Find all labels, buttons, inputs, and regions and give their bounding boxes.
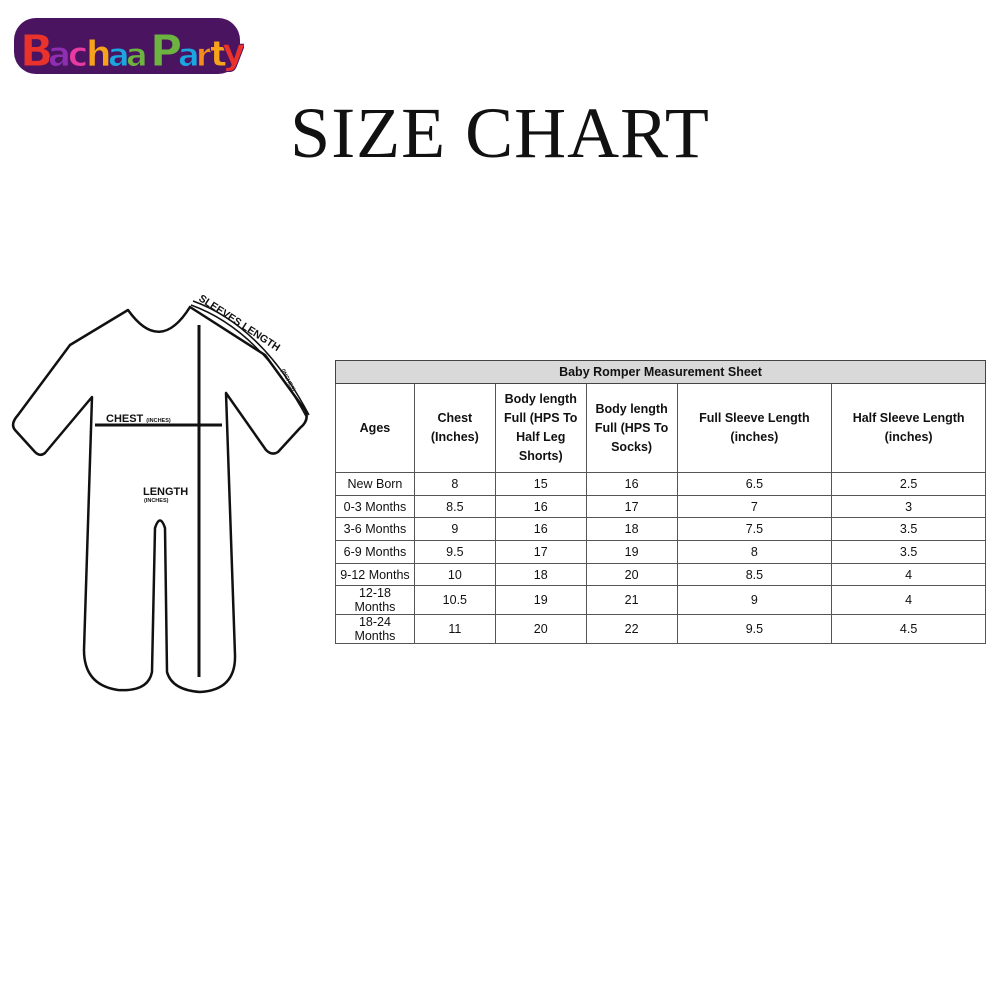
table-row: 3-6 Months 9 16 18 7.5 3.5 bbox=[335, 517, 986, 542]
svg-text:t: t bbox=[210, 34, 227, 75]
value-cell: 3 bbox=[831, 494, 986, 519]
svg-text:r: r bbox=[196, 36, 212, 74]
table-title: Baby Romper Measurement Sheet bbox=[335, 360, 986, 384]
value-cell: 10.5 bbox=[413, 585, 496, 616]
svg-text:h: h bbox=[86, 34, 112, 75]
value-cell: 11 bbox=[413, 614, 496, 645]
value-cell: 22 bbox=[585, 614, 678, 645]
value-cell: 3.5 bbox=[831, 517, 986, 542]
value-cell: 20 bbox=[494, 614, 587, 645]
value-cell: 9 bbox=[413, 517, 496, 542]
length-unit: (INCHES) bbox=[144, 498, 169, 504]
value-cell: 3.5 bbox=[831, 540, 986, 564]
column-header: Ages bbox=[335, 383, 415, 473]
chest-unit: (INCHES) bbox=[146, 418, 171, 424]
svg-text:a: a bbox=[108, 36, 130, 74]
value-cell: 4.5 bbox=[831, 614, 986, 645]
value-cell: 9 bbox=[676, 585, 833, 616]
age-cell: 3-6 Months bbox=[335, 517, 415, 542]
value-cell: 16 bbox=[494, 494, 587, 519]
table-row: 18-24 Months 11 20 22 9.5 4.5 bbox=[335, 614, 986, 645]
value-cell: 4 bbox=[831, 585, 986, 616]
value-cell: 15 bbox=[494, 472, 587, 496]
value-cell: 8 bbox=[413, 472, 496, 496]
column-header: Body length Full (HPS To Half Leg Shorts… bbox=[494, 383, 587, 473]
age-cell: 9-12 Months bbox=[335, 562, 415, 587]
column-header: Body length Full (HPS To Socks) bbox=[585, 383, 678, 473]
table-row: 0-3 Months 8.5 16 17 7 3 bbox=[335, 494, 986, 519]
svg-text:B: B bbox=[20, 26, 54, 77]
age-cell: 12-18 Months bbox=[335, 585, 415, 616]
value-cell: 21 bbox=[585, 585, 678, 616]
romper-diagram: CHEST (INCHES) LENGTH (INCHES) SLEEVES LE… bbox=[11, 292, 310, 694]
value-cell: 16 bbox=[494, 517, 587, 542]
value-cell: 2.5 bbox=[831, 472, 986, 496]
age-cell: 6-9 Months bbox=[335, 540, 415, 564]
table-row: 12-18 Months 10.5 19 21 9 4 bbox=[335, 585, 986, 616]
romper-outline bbox=[11, 305, 308, 694]
value-cell: 7 bbox=[676, 494, 833, 519]
chest-label: CHEST bbox=[106, 413, 144, 425]
age-cell: 18-24 Months bbox=[335, 614, 415, 645]
value-cell: 20 bbox=[585, 562, 678, 587]
svg-text:a: a bbox=[126, 36, 148, 74]
value-cell: 19 bbox=[585, 540, 678, 564]
table-row: New Born 8 15 16 6.5 2.5 bbox=[335, 472, 986, 496]
column-header: Full Sleeve Length (inches) bbox=[676, 383, 833, 473]
value-cell: 4 bbox=[831, 562, 986, 587]
value-cell: 17 bbox=[494, 540, 587, 564]
value-cell: 18 bbox=[494, 562, 587, 587]
value-cell: 9.5 bbox=[413, 540, 496, 564]
value-cell: 19 bbox=[494, 585, 587, 616]
page-title: SIZE CHART bbox=[290, 93, 710, 173]
age-cell: 0-3 Months bbox=[335, 494, 415, 519]
age-cell: New Born bbox=[335, 472, 415, 496]
measurement-table: Baby Romper Measurement Sheet Ages Chest… bbox=[335, 360, 986, 645]
svg-text:c: c bbox=[68, 35, 88, 75]
value-cell: 10 bbox=[413, 562, 496, 587]
value-cell: 8.5 bbox=[413, 494, 496, 519]
value-cell: 6.5 bbox=[676, 472, 833, 496]
length-label: LENGTH bbox=[143, 486, 188, 498]
value-cell: 7.5 bbox=[676, 517, 833, 542]
value-cell: 8 bbox=[676, 540, 833, 564]
value-cell: 8.5 bbox=[676, 562, 833, 587]
svg-text:a: a bbox=[48, 35, 71, 75]
value-cell: 16 bbox=[585, 472, 678, 496]
table-row: 9-12 Months 10 18 20 8.5 4 bbox=[335, 562, 986, 587]
value-cell: 18 bbox=[585, 517, 678, 542]
column-header: Half Sleeve Length (inches) bbox=[831, 383, 986, 473]
value-cell: 17 bbox=[585, 494, 678, 519]
column-header: Chest (Inches) bbox=[413, 383, 496, 473]
svg-text:y: y bbox=[222, 32, 244, 73]
table-row: 6-9 Months 9.5 17 19 8 3.5 bbox=[335, 540, 986, 564]
brand-logo: B a c h a a P a r t y bbox=[14, 18, 244, 78]
value-cell: 9.5 bbox=[676, 614, 833, 645]
svg-text:a: a bbox=[178, 36, 200, 74]
sleeve-line bbox=[190, 300, 310, 419]
svg-text:CHEST(INCHES): CHEST (INCHES) bbox=[106, 413, 171, 425]
svg-text:P: P bbox=[150, 26, 182, 77]
